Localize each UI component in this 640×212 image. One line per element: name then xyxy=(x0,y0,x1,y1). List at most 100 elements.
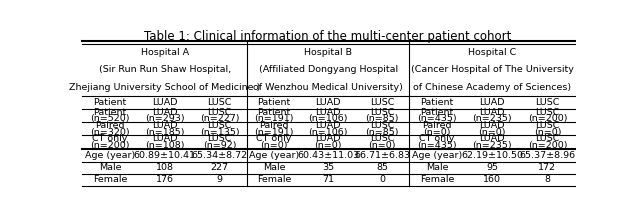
Text: 227: 227 xyxy=(211,163,228,172)
Text: 66.71±6.83: 66.71±6.83 xyxy=(355,151,410,160)
Text: LUAD: LUAD xyxy=(316,134,341,143)
Text: LUAD: LUAD xyxy=(152,98,177,107)
Text: (n=0): (n=0) xyxy=(260,141,288,150)
Text: (n=0): (n=0) xyxy=(314,141,342,150)
Text: Age (year): Age (year) xyxy=(249,151,300,160)
Text: LUSC: LUSC xyxy=(535,121,559,130)
Text: (n=85): (n=85) xyxy=(365,114,399,123)
Text: Patient: Patient xyxy=(93,107,127,117)
Text: Paired: Paired xyxy=(422,121,452,130)
Text: (n=185): (n=185) xyxy=(145,128,184,137)
Text: Zhejiang University School of Medicine ): Zhejiang University School of Medicine ) xyxy=(69,82,260,92)
Text: 62.19±10.50: 62.19±10.50 xyxy=(461,151,523,160)
Text: 0: 0 xyxy=(380,175,385,184)
Text: Female: Female xyxy=(420,175,454,184)
Text: LUSC: LUSC xyxy=(535,107,559,117)
Text: (n=191): (n=191) xyxy=(255,128,294,137)
Text: Table 1: Clinical information of the multi-center patient cohort: Table 1: Clinical information of the mul… xyxy=(144,29,512,43)
Text: Paired: Paired xyxy=(259,121,289,130)
Text: (n=85): (n=85) xyxy=(365,128,399,137)
Text: LUAD: LUAD xyxy=(316,107,341,117)
Text: (n=435): (n=435) xyxy=(417,114,457,123)
Text: Female: Female xyxy=(93,175,127,184)
Text: (n=227): (n=227) xyxy=(200,114,239,123)
Text: Hospital B: Hospital B xyxy=(304,48,352,57)
Text: 95: 95 xyxy=(486,163,498,172)
Text: (n=235): (n=235) xyxy=(472,141,512,150)
Text: Patient: Patient xyxy=(420,107,454,117)
Text: LUAD: LUAD xyxy=(479,98,505,107)
Text: (n=0): (n=0) xyxy=(423,128,451,137)
Text: LUAD: LUAD xyxy=(152,134,177,143)
Text: LUSC: LUSC xyxy=(370,98,394,107)
Text: LUAD: LUAD xyxy=(316,121,341,130)
Text: LUAD: LUAD xyxy=(152,121,177,130)
Text: LUSC: LUSC xyxy=(370,107,394,117)
Text: (n=0): (n=0) xyxy=(369,141,396,150)
Text: 60.89±10.41: 60.89±10.41 xyxy=(134,151,196,160)
Text: 160: 160 xyxy=(483,175,501,184)
Text: LUSC: LUSC xyxy=(535,134,559,143)
Text: (n=106): (n=106) xyxy=(308,128,348,137)
Text: Age (year): Age (year) xyxy=(85,151,135,160)
Text: LUAD: LUAD xyxy=(479,121,505,130)
Text: (n=435): (n=435) xyxy=(417,141,457,150)
Text: Male: Male xyxy=(426,163,448,172)
Text: LUSC: LUSC xyxy=(207,107,232,117)
Text: LUSC: LUSC xyxy=(370,134,394,143)
Text: Female: Female xyxy=(257,175,291,184)
Text: 60.43±11.03: 60.43±11.03 xyxy=(297,151,360,160)
Text: of Chinese Academy of Sciences): of Chinese Academy of Sciences) xyxy=(413,82,572,92)
Text: LUSC: LUSC xyxy=(535,98,559,107)
Text: LUAD: LUAD xyxy=(316,98,341,107)
Text: Patient: Patient xyxy=(257,107,291,117)
Text: CT only: CT only xyxy=(419,134,454,143)
Text: 176: 176 xyxy=(156,175,174,184)
Text: 71: 71 xyxy=(323,175,334,184)
Text: Patient: Patient xyxy=(420,98,454,107)
Text: (n=200): (n=200) xyxy=(527,114,567,123)
Text: (Cancer Hospital of The University: (Cancer Hospital of The University xyxy=(411,66,573,74)
Text: Male: Male xyxy=(99,163,121,172)
Text: LUSC: LUSC xyxy=(207,121,232,130)
Text: 65.34±8.72: 65.34±8.72 xyxy=(191,151,248,160)
Text: LUAD: LUAD xyxy=(479,107,505,117)
Text: (n=200): (n=200) xyxy=(90,141,130,150)
Text: Age (year): Age (year) xyxy=(412,151,462,160)
Text: Hospital C: Hospital C xyxy=(468,48,516,57)
Text: Hospital A: Hospital A xyxy=(141,48,189,57)
Text: of Wenzhou Medical University): of Wenzhou Medical University) xyxy=(253,82,403,92)
Text: LUSC: LUSC xyxy=(207,98,232,107)
Text: (n=320): (n=320) xyxy=(90,128,130,137)
Text: Patient: Patient xyxy=(93,98,127,107)
Text: LUAD: LUAD xyxy=(152,107,177,117)
Text: Patient: Patient xyxy=(257,98,291,107)
Text: 9: 9 xyxy=(217,175,223,184)
Text: (n=0): (n=0) xyxy=(534,128,561,137)
Text: (n=92): (n=92) xyxy=(203,141,236,150)
Text: LUSC: LUSC xyxy=(207,134,232,143)
Text: Male: Male xyxy=(263,163,285,172)
Text: CT only: CT only xyxy=(92,134,127,143)
Text: LUAD: LUAD xyxy=(479,134,505,143)
Text: 35: 35 xyxy=(322,163,334,172)
Text: 85: 85 xyxy=(376,163,388,172)
Text: (n=135): (n=135) xyxy=(200,128,239,137)
Text: (Sir Run Run Shaw Hospital,: (Sir Run Run Shaw Hospital, xyxy=(99,66,231,74)
Text: (n=106): (n=106) xyxy=(308,114,348,123)
Text: (n=235): (n=235) xyxy=(472,114,512,123)
Text: LUSC: LUSC xyxy=(370,121,394,130)
Text: 65.37±8.96: 65.37±8.96 xyxy=(519,151,575,160)
Text: CT only: CT only xyxy=(257,134,292,143)
Text: (n=200): (n=200) xyxy=(527,141,567,150)
Text: 172: 172 xyxy=(538,163,556,172)
Text: (n=293): (n=293) xyxy=(145,114,184,123)
Text: (n=191): (n=191) xyxy=(255,114,294,123)
Text: Paired: Paired xyxy=(95,121,125,130)
Text: 108: 108 xyxy=(156,163,174,172)
Text: (n=108): (n=108) xyxy=(145,141,184,150)
Text: (Affiliated Dongyang Hospital: (Affiliated Dongyang Hospital xyxy=(259,66,398,74)
Text: (n=0): (n=0) xyxy=(479,128,506,137)
Text: (n=520): (n=520) xyxy=(90,114,130,123)
Text: 8: 8 xyxy=(545,175,550,184)
